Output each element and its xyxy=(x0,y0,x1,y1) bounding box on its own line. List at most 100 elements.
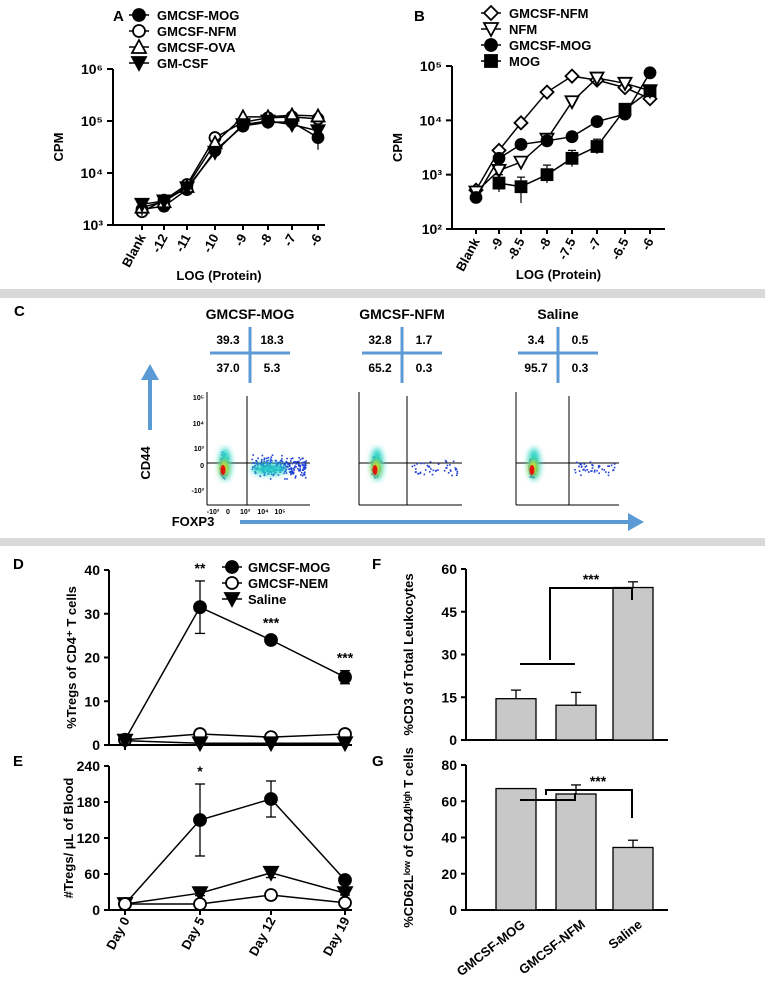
event-dot xyxy=(449,470,452,472)
point-gmcsf-mog xyxy=(565,130,579,144)
quadrant-ul-value: 3.4 xyxy=(528,333,545,347)
bar-gmcsf-mog xyxy=(495,787,537,911)
event-dot xyxy=(255,462,258,465)
density-blob-core xyxy=(529,465,535,475)
legend-label-mog: MOG xyxy=(509,54,540,69)
event-dot xyxy=(302,461,305,464)
event-dot xyxy=(265,460,268,462)
y-tick-label: 10⁵ xyxy=(193,395,204,402)
event-dot xyxy=(426,464,429,467)
x-tick-label: Day 0 xyxy=(103,914,133,952)
event-dot xyxy=(592,464,594,467)
event-dot xyxy=(290,468,293,471)
event-dot xyxy=(583,463,586,465)
event-dot xyxy=(298,469,301,472)
event-dot xyxy=(293,461,295,463)
event-dot xyxy=(284,462,287,465)
event-dot xyxy=(451,474,453,477)
series-line-gmcsf-mog xyxy=(124,798,346,905)
event-dot xyxy=(290,473,292,476)
series-line-gmcsf-mog xyxy=(124,606,346,741)
point-gmcsf-mog xyxy=(492,151,506,165)
event-dot xyxy=(610,464,613,467)
dot-cloud-saline xyxy=(528,456,616,479)
point-gmcsf-mog xyxy=(469,191,483,204)
bar-gmcsf-nfm xyxy=(555,704,597,741)
dot-cloud-gmcsf-nfm xyxy=(371,455,459,479)
y-tick-label: 40 xyxy=(441,830,457,846)
point-gmcsf-mog xyxy=(540,134,554,148)
event-dot xyxy=(263,460,265,463)
event-dot xyxy=(449,464,451,466)
event-dot xyxy=(298,465,300,467)
event-dot xyxy=(294,475,297,478)
event-dot xyxy=(301,463,304,466)
point-gm-csf xyxy=(206,145,224,161)
event-dot xyxy=(607,471,610,474)
event-dot xyxy=(580,474,582,476)
event-dot xyxy=(589,461,592,463)
event-dot xyxy=(286,461,289,464)
y-tick-label: 0 xyxy=(449,902,457,918)
event-dot xyxy=(285,465,287,467)
event-dot xyxy=(263,458,266,461)
event-dot xyxy=(300,471,303,474)
event-dot xyxy=(294,465,296,468)
y-tick-label: 20 xyxy=(441,866,457,882)
quadrant-ll-value: 37.0 xyxy=(216,361,240,375)
point-gm-csf xyxy=(155,194,173,210)
plot-title-gmcsf-mog: GMCSF-MOG xyxy=(206,306,295,322)
bar-saline xyxy=(612,586,654,741)
x-tick-label: -7 xyxy=(585,235,604,252)
event-dot xyxy=(290,458,293,460)
y-tick-label: 60 xyxy=(441,561,457,577)
panel-e: E 0 60 120 180 240 Day 0 Day 5 Day 12 Day 19 #Treg… xyxy=(13,753,354,958)
legend-label-gmcsf-nfm: GMCSF-NFM xyxy=(157,24,236,39)
legend-label-gm-csf: GM-CSF xyxy=(157,56,208,71)
event-dot xyxy=(420,462,422,465)
y-tick-label: 10³ xyxy=(422,167,443,183)
event-dot xyxy=(271,454,274,457)
event-dot xyxy=(284,463,286,466)
x-axis-label: LOG (Protein) xyxy=(516,267,601,282)
x-tick-label: 10³ xyxy=(240,509,251,516)
event-dot xyxy=(292,471,295,474)
event-dot xyxy=(603,469,605,471)
event-dot xyxy=(443,469,446,472)
event-dot xyxy=(290,472,293,475)
event-dot xyxy=(593,471,596,473)
event-dot xyxy=(607,474,610,477)
y-axis-label: CPM xyxy=(51,133,66,162)
event-dot xyxy=(429,461,432,463)
y-tick-label: 60 xyxy=(441,793,457,809)
event-dot xyxy=(253,462,255,464)
event-dot xyxy=(303,465,305,467)
point-gmcsf-mog xyxy=(643,66,657,80)
event-dot xyxy=(269,458,272,460)
legend-marker-gmcsf-ova xyxy=(130,38,148,54)
x-tick-label: 10⁴ xyxy=(257,509,269,516)
event-dot xyxy=(286,466,289,468)
event-dot xyxy=(305,464,307,467)
event-dot xyxy=(598,465,601,468)
event-dot xyxy=(290,467,292,470)
x-tick-label: Day 5 xyxy=(178,914,208,952)
y-tick-label: 10⁵ xyxy=(81,113,103,129)
legend-marker-gmcsf-mog xyxy=(484,38,498,52)
panel-label: F xyxy=(372,556,381,573)
event-dot xyxy=(251,458,254,461)
x-tick-label: -9 xyxy=(231,231,250,248)
legend-marker-gmcsf-nfm xyxy=(132,24,146,38)
panel-c: C CD44 FOXP3 GMCSF-MOG 39.3 18.3 37.0 5.3 10⁵ 10⁴… xyxy=(14,303,644,531)
point-saline xyxy=(336,886,354,903)
y-tick-label: 180 xyxy=(77,794,101,810)
point-saline xyxy=(116,733,134,750)
panel-label: C xyxy=(14,303,25,320)
series-line-gm-csf xyxy=(141,120,319,206)
legend-marker-gmcsf-mog xyxy=(132,8,146,22)
event-dot xyxy=(266,457,268,460)
y-tick-label: 0 xyxy=(92,902,100,918)
event-dot xyxy=(270,456,273,458)
event-dot xyxy=(612,469,615,471)
event-dot xyxy=(281,454,283,457)
